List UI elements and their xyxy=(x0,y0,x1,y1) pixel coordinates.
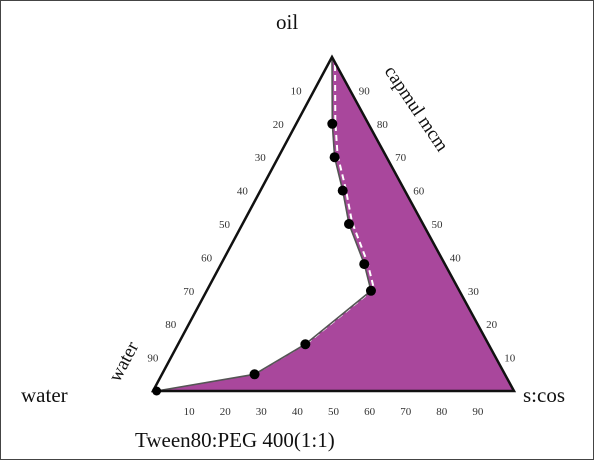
bottom-tick-label: 90 xyxy=(472,406,484,418)
right-tick-label: 10 xyxy=(504,353,516,365)
right-tick-label: 80 xyxy=(377,119,389,131)
right-tick-label: 40 xyxy=(450,252,462,264)
bottom-tick-label: 60 xyxy=(364,406,376,418)
data-point xyxy=(343,219,354,229)
data-point xyxy=(337,185,348,196)
left-tick-label: 80 xyxy=(165,319,177,331)
data-points xyxy=(152,118,376,396)
microemulsion-region xyxy=(156,57,514,391)
side-label-left: water xyxy=(105,338,144,386)
bottom-tick-label: 70 xyxy=(400,406,412,418)
left-tick-label: 20 xyxy=(273,119,285,131)
data-point xyxy=(249,369,260,380)
bottom-tick-label: 50 xyxy=(328,406,340,418)
bottom-axis-ticks: 10 20 30 40 50 60 70 80 90 xyxy=(184,406,484,418)
left-tick-label: 10 xyxy=(291,85,303,97)
right-axis-ticks: 10 20 30 40 50 60 70 80 90 xyxy=(359,85,516,364)
corner-label-right: s:cos xyxy=(523,383,565,407)
bottom-tick-label: 40 xyxy=(292,406,304,418)
phase-boundary-curve xyxy=(156,56,372,392)
right-tick-label: 90 xyxy=(359,85,371,97)
left-tick-label: 90 xyxy=(147,353,159,365)
bottom-tick-label: 10 xyxy=(184,406,196,418)
left-tick-label: 30 xyxy=(255,152,267,164)
left-axis-ticks: 10 20 30 40 50 60 70 80 90 xyxy=(147,85,302,364)
right-tick-label: 30 xyxy=(468,286,480,298)
bottom-tick-label: 30 xyxy=(256,406,268,418)
right-tick-label: 50 xyxy=(432,219,444,231)
left-tick-label: 40 xyxy=(237,186,249,198)
left-tick-label: 70 xyxy=(183,286,195,298)
corner-label-top: oil xyxy=(276,10,298,34)
bottom-tick-label: 20 xyxy=(220,406,232,418)
right-tick-label: 20 xyxy=(486,319,498,331)
data-point xyxy=(365,285,376,296)
data-point xyxy=(152,386,162,396)
data-point xyxy=(327,118,338,129)
side-label-right: capmul mcm xyxy=(380,62,453,156)
ternary-triangle xyxy=(150,54,517,393)
left-tick-label: 50 xyxy=(219,219,231,231)
left-tick-label: 60 xyxy=(201,252,213,264)
bottom-axis-caption: Tween80:PEG 400(1:1) xyxy=(135,428,335,452)
data-point xyxy=(359,259,370,270)
data-point xyxy=(329,152,340,163)
corner-label-left: water xyxy=(21,383,68,407)
right-tick-label: 70 xyxy=(395,152,407,164)
right-tick-label: 60 xyxy=(413,186,425,198)
bottom-tick-label: 80 xyxy=(436,406,448,418)
data-point xyxy=(300,339,311,350)
